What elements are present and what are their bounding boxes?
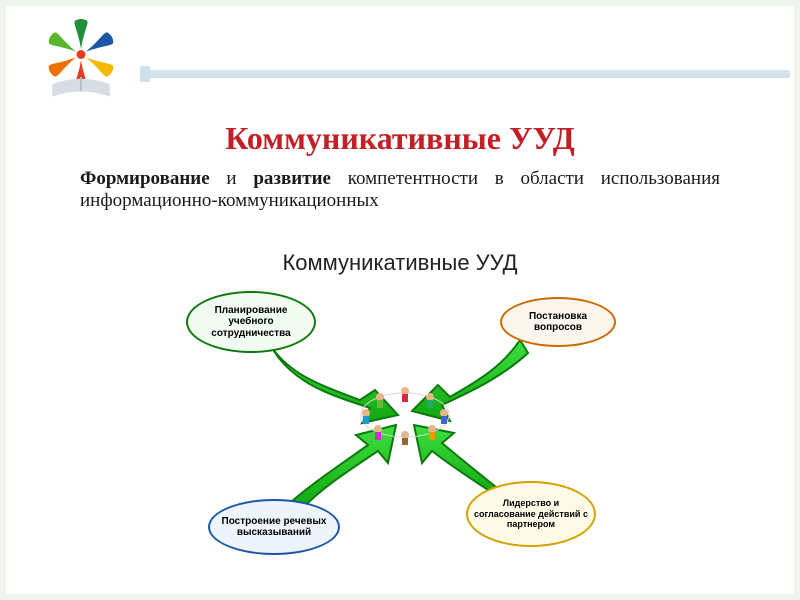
subtitle-word-2: развитие [253,168,331,189]
bubble-planning: Планирование учебного сотрудничества [186,291,316,353]
bubble-questions: Постановка вопросов [500,297,616,347]
bubble-speech: Построение речевых высказываний [208,499,340,555]
diagram-container: Планирование учебного сотрудничества Пос… [150,285,650,565]
diagram-heading: Коммуникативные УУД [0,250,800,276]
page-title: Коммуникативные УУД [0,120,800,157]
subtitle-mid: и [210,168,254,189]
bubble-leadership: Лидерство и согласование действий с парт… [466,481,596,547]
logo-icon [36,14,126,104]
subtitle-text: Формирование и развитие компетентности в… [80,168,720,212]
center-illustration [350,365,460,445]
subtitle-word-1: Формирование [80,168,210,189]
header-divider [140,70,790,78]
